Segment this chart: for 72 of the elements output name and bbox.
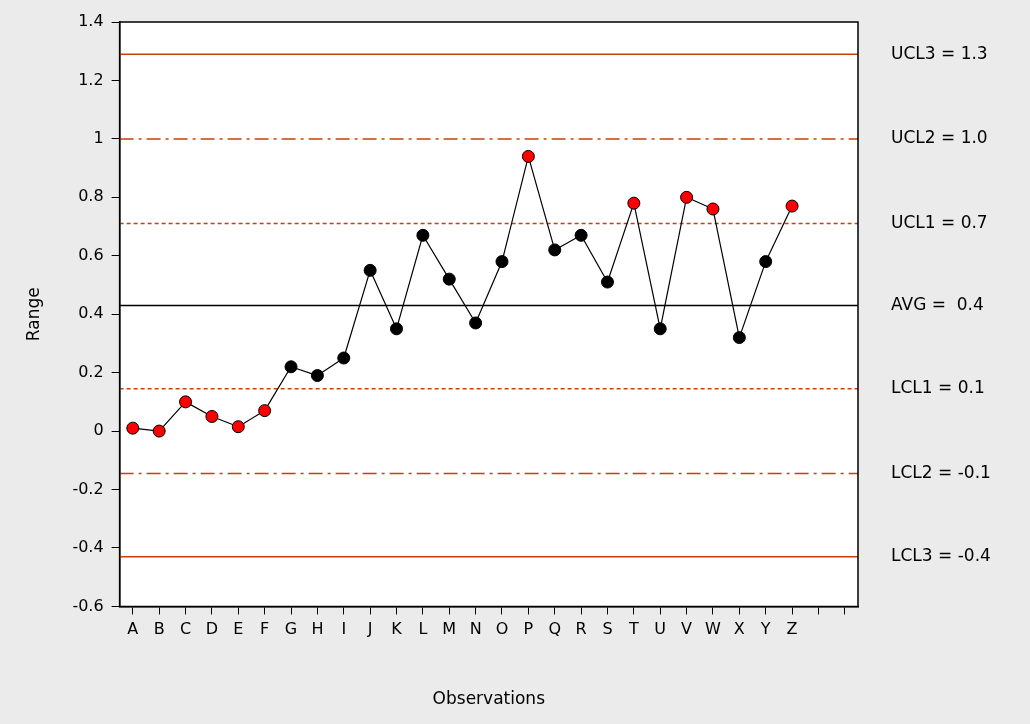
y-tick-label: 0.8 <box>78 186 104 206</box>
point <box>600 275 614 289</box>
point <box>152 424 166 438</box>
ref-line-label: LCL2 = -0.1 <box>891 461 991 482</box>
y-tick-label: 1 <box>93 128 104 148</box>
point <box>126 421 140 435</box>
x-tick-label: O <box>495 619 509 639</box>
x-tick-label: Q <box>548 619 562 639</box>
point <box>258 404 272 418</box>
x-tick-label: P <box>523 619 534 639</box>
point <box>732 331 746 345</box>
point <box>310 369 324 383</box>
point <box>179 395 193 409</box>
ref-line-label: UCL3 = 1.3 <box>891 42 988 63</box>
x-tick-label: L <box>418 619 428 639</box>
y-tick-label: 0 <box>93 420 104 440</box>
y-tick-label: 0.6 <box>78 244 104 264</box>
point <box>521 149 535 163</box>
x-tick-label: A <box>127 619 139 639</box>
x-tick-label: N <box>469 619 482 639</box>
point <box>495 255 509 269</box>
x-tick-label: K <box>391 619 403 639</box>
y-axis-title: Range <box>22 287 43 342</box>
x-tick-label: D <box>205 619 219 639</box>
point <box>205 409 219 423</box>
x-tick-label: Y <box>759 619 771 639</box>
x-tick-label: V <box>681 619 693 639</box>
x-tick-label: S <box>602 619 613 639</box>
point <box>706 202 720 216</box>
x-tick-label: X <box>733 619 745 639</box>
ref-line-label: UCL2 = 1.0 <box>891 127 988 148</box>
x-tick-label: C <box>179 619 192 639</box>
point <box>574 228 588 242</box>
ref-line-label: LCL1 = 0.1 <box>891 377 985 398</box>
point <box>469 316 483 330</box>
x-tick-label: I <box>341 619 347 639</box>
point <box>653 322 667 336</box>
point <box>548 243 562 257</box>
y-tick-label: -0.4 <box>72 537 104 557</box>
x-tick-label: H <box>311 619 324 639</box>
y-tick-label: 1.4 <box>78 11 104 31</box>
x-tick-label: J <box>366 619 373 639</box>
point <box>337 351 351 365</box>
x-tick-label: M <box>442 619 457 639</box>
x-tick-label: R <box>575 619 587 639</box>
y-tick-label: 0.2 <box>78 361 104 381</box>
x-axis-title: Observations <box>432 688 546 709</box>
point <box>363 263 377 277</box>
y-tick-label: -0.2 <box>72 478 104 498</box>
point <box>416 228 430 242</box>
point <box>785 199 799 213</box>
point <box>284 360 298 374</box>
ref-line-label: AVG = 0.4 <box>891 293 984 314</box>
point <box>759 255 773 269</box>
x-tick-label: E <box>233 619 244 639</box>
x-tick-label: G <box>284 619 298 639</box>
x-tick-label: F <box>260 619 270 639</box>
x-tick-label: U <box>654 619 667 639</box>
y-tick-label: 0.4 <box>78 303 104 323</box>
y-tick-label: -0.6 <box>72 595 104 615</box>
ref-line-label: UCL1 = 0.7 <box>891 212 988 233</box>
point <box>390 322 404 336</box>
point <box>627 196 641 210</box>
x-tick-label: B <box>153 619 165 639</box>
point <box>231 420 245 434</box>
ref-line-label: LCL3 = -0.4 <box>891 545 991 566</box>
point <box>442 272 456 286</box>
x-tick-label: T <box>627 619 639 639</box>
point <box>680 190 694 204</box>
x-tick-label: W <box>705 619 722 639</box>
x-tick-label: Z <box>786 619 798 639</box>
y-tick-label: 1.2 <box>78 69 104 89</box>
